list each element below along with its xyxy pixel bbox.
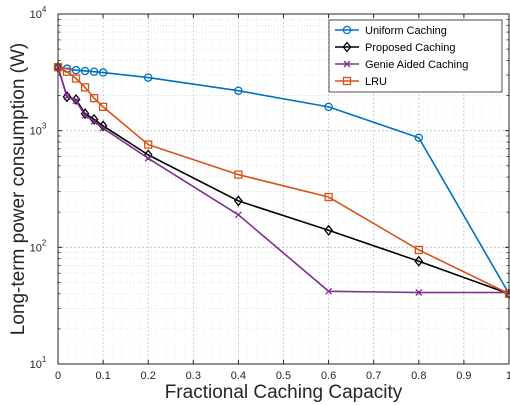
data-point (98, 102, 108, 112)
x-axis-label: Fractional Caching Capacity (165, 382, 403, 403)
x-tick-label: 0.2 (141, 370, 156, 382)
data-point (144, 154, 152, 162)
x-tick-label: 0.1 (95, 370, 110, 382)
data-point (98, 68, 108, 77)
data-point (90, 117, 98, 125)
legend-marker (342, 25, 352, 35)
data-point (325, 287, 333, 295)
x-tick-label: 1 (506, 370, 510, 382)
data-point (143, 73, 153, 82)
legend-item: Genie Aided Caching (335, 59, 468, 71)
x-tick-label: 0 (55, 370, 61, 382)
y-axis-label: Long-term power consumption (W) (8, 43, 29, 336)
data-point (62, 67, 72, 76)
data-point (144, 140, 153, 149)
data-point (81, 112, 89, 119)
data-point (234, 86, 243, 95)
legend-marker (343, 60, 351, 68)
legend-label: Uniform Caching (365, 25, 447, 37)
data-point (72, 97, 80, 105)
x-tick-label: 0.9 (456, 370, 471, 382)
legend-marker (342, 41, 352, 53)
legend-item: Proposed Caching (335, 41, 456, 54)
data-point (234, 170, 243, 179)
axis-ticks: 0 0.1 0.2 0.3 0.4 0.5 0.6 0.7 0.8 0.9 1 101 102 103 10… (30, 5, 510, 382)
x-tick-label: 0.4 (231, 370, 246, 382)
legend-label: Genie Aided Caching (365, 59, 468, 71)
data-point (71, 65, 81, 75)
data-point (89, 93, 99, 103)
y-tick-label: 101 (30, 355, 47, 371)
legend-box (328, 19, 503, 93)
data-point (143, 149, 153, 161)
data-point (415, 289, 423, 296)
data-point (324, 102, 333, 112)
data-point (71, 74, 81, 83)
data-point (80, 66, 90, 76)
data-point (98, 120, 108, 132)
data-point (324, 224, 334, 236)
data-point (89, 67, 99, 76)
data-point (234, 211, 242, 219)
data-point (414, 133, 424, 142)
data-point (324, 192, 333, 202)
data-point (89, 113, 99, 125)
data-point (99, 124, 107, 132)
y-tick-label: 104 (30, 5, 47, 21)
data-point (233, 195, 243, 207)
data-point (414, 245, 423, 255)
data-point (80, 83, 90, 92)
series-uniform-caching (53, 62, 510, 299)
data-point (63, 93, 71, 101)
data-point (414, 255, 424, 267)
legend-marker (342, 76, 352, 86)
y-tick-label: 102 (30, 238, 47, 254)
y-tick-label: 103 (30, 122, 47, 138)
x-tick-label: 0.8 (411, 370, 426, 382)
legend-item: LRU (335, 76, 387, 88)
x-tick-label: 0.5 (276, 370, 291, 382)
legend-item: Uniform Caching (335, 25, 447, 37)
legend-label: Proposed Caching (365, 42, 456, 54)
legend-label: LRU (365, 76, 387, 88)
legend: Uniform Caching Proposed Caching Genie Aid… (328, 19, 503, 93)
x-tick-label: 0.7 (366, 370, 381, 382)
x-tick-label: 0.3 (186, 370, 201, 382)
x-tick-label: 0.6 (321, 370, 336, 382)
series-lines (53, 61, 510, 300)
